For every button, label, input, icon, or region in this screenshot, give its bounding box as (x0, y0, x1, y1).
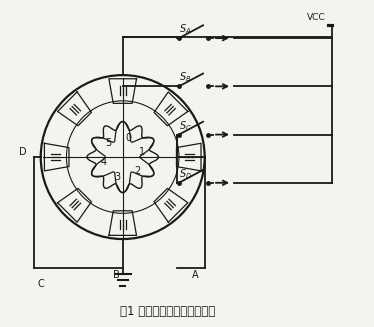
Text: 0: 0 (125, 132, 131, 143)
Text: $S_C$: $S_C$ (179, 119, 192, 132)
Text: 5: 5 (105, 138, 111, 148)
Text: 4: 4 (100, 157, 106, 167)
Text: 1: 1 (139, 147, 145, 157)
Text: 图1 四相步进电机步进示意图: 图1 四相步进电机步进示意图 (120, 305, 215, 318)
Text: $S_B$: $S_B$ (179, 71, 191, 84)
Text: VCC: VCC (307, 13, 325, 23)
Text: 2: 2 (134, 166, 140, 176)
Text: $S_A$: $S_A$ (179, 22, 191, 36)
Text: B: B (113, 270, 120, 280)
Text: A: A (192, 270, 199, 280)
Text: 3: 3 (114, 172, 120, 181)
Text: $S_D$: $S_D$ (179, 167, 192, 181)
Text: C: C (37, 279, 44, 289)
Text: D: D (19, 147, 26, 158)
